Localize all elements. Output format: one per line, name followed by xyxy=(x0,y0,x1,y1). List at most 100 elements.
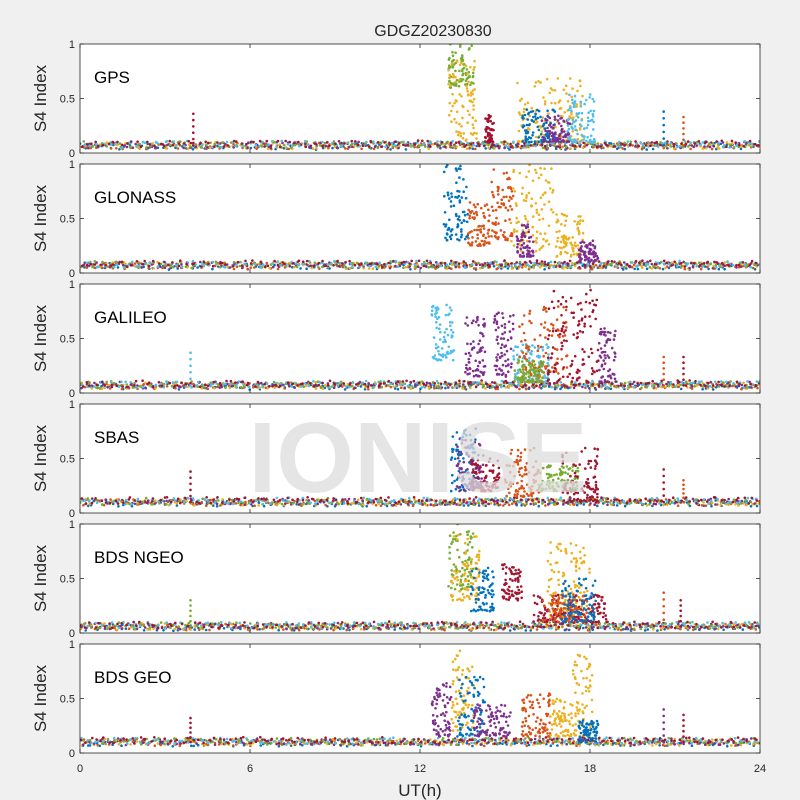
data-point xyxy=(377,384,381,387)
data-point xyxy=(525,108,529,111)
data-point xyxy=(566,375,569,379)
data-point xyxy=(461,145,464,148)
data-point xyxy=(167,268,171,271)
data-point xyxy=(200,265,203,268)
data-point xyxy=(182,142,186,145)
data-point xyxy=(202,264,206,268)
data-point xyxy=(490,205,494,209)
data-point xyxy=(536,380,540,384)
data-point xyxy=(241,380,244,384)
data-point xyxy=(484,128,487,131)
data-point xyxy=(328,379,332,383)
data-point xyxy=(482,323,485,327)
data-point xyxy=(381,265,384,269)
data-point xyxy=(531,254,535,257)
data-point xyxy=(453,101,456,105)
data-point xyxy=(269,146,273,149)
data-point xyxy=(529,136,533,140)
data-point xyxy=(465,185,468,189)
data-point xyxy=(507,263,510,266)
data-point xyxy=(720,139,724,143)
data-point xyxy=(139,145,143,148)
data-point xyxy=(503,353,507,356)
data-point xyxy=(550,263,553,267)
data-point xyxy=(656,261,660,265)
data-point xyxy=(457,167,461,170)
data-point xyxy=(467,80,470,84)
data-point xyxy=(466,121,470,124)
data-point xyxy=(516,345,519,349)
data-point xyxy=(543,127,547,130)
data-point xyxy=(723,267,726,271)
data-point xyxy=(365,140,368,144)
data-point xyxy=(548,116,552,120)
data-point xyxy=(384,145,387,148)
data-point xyxy=(593,383,597,386)
data-point xyxy=(577,323,581,326)
data-point xyxy=(463,379,466,383)
data-point xyxy=(503,140,506,143)
data-point xyxy=(595,145,598,149)
data-point xyxy=(468,146,472,149)
data-point xyxy=(588,250,592,254)
data-point xyxy=(201,142,204,146)
data-point xyxy=(360,147,363,151)
data-point xyxy=(446,233,449,236)
data-point xyxy=(690,387,694,390)
data-point xyxy=(666,140,669,143)
data-point xyxy=(515,204,518,207)
data-point xyxy=(361,381,364,385)
data-point xyxy=(579,219,582,222)
data-point xyxy=(219,266,222,269)
data-point xyxy=(566,139,570,143)
data-point xyxy=(591,309,595,312)
data-point xyxy=(665,261,668,265)
data-point xyxy=(646,260,649,264)
data-point xyxy=(546,372,550,375)
data-point xyxy=(641,143,645,146)
data-point xyxy=(474,205,477,209)
data-point xyxy=(278,384,282,388)
data-point xyxy=(369,139,373,143)
data-point xyxy=(543,102,547,106)
data-point xyxy=(528,123,531,126)
data-point xyxy=(353,263,357,267)
data-point xyxy=(476,315,479,319)
data-point xyxy=(622,261,626,264)
data-point xyxy=(455,121,458,124)
data-point xyxy=(458,93,461,96)
data-point xyxy=(438,323,442,326)
data-point xyxy=(402,266,405,270)
data-point xyxy=(95,261,98,264)
data-point xyxy=(506,267,510,270)
data-point xyxy=(576,89,579,93)
data-point xyxy=(722,381,725,384)
data-point xyxy=(677,385,681,389)
data-point xyxy=(89,262,92,266)
data-point xyxy=(283,262,286,266)
data-point xyxy=(420,386,424,389)
data-point xyxy=(502,203,506,207)
data-point xyxy=(617,384,620,388)
data-point xyxy=(510,197,513,200)
data-point xyxy=(495,356,498,359)
data-point xyxy=(547,307,551,311)
data-point xyxy=(460,95,463,98)
data-point xyxy=(727,381,730,384)
data-point xyxy=(469,354,472,358)
data-point xyxy=(559,302,563,306)
data-point xyxy=(451,228,454,231)
data-point xyxy=(499,346,503,350)
data-point xyxy=(483,204,487,207)
data-point xyxy=(496,237,500,241)
data-point xyxy=(266,387,270,390)
data-point xyxy=(363,387,367,391)
data-point xyxy=(169,143,172,147)
data-point xyxy=(126,265,129,269)
data-point xyxy=(702,262,706,265)
data-point xyxy=(753,142,757,146)
data-point xyxy=(496,342,500,345)
data-point xyxy=(246,381,250,385)
data-point xyxy=(135,145,138,148)
data-point xyxy=(527,386,531,390)
